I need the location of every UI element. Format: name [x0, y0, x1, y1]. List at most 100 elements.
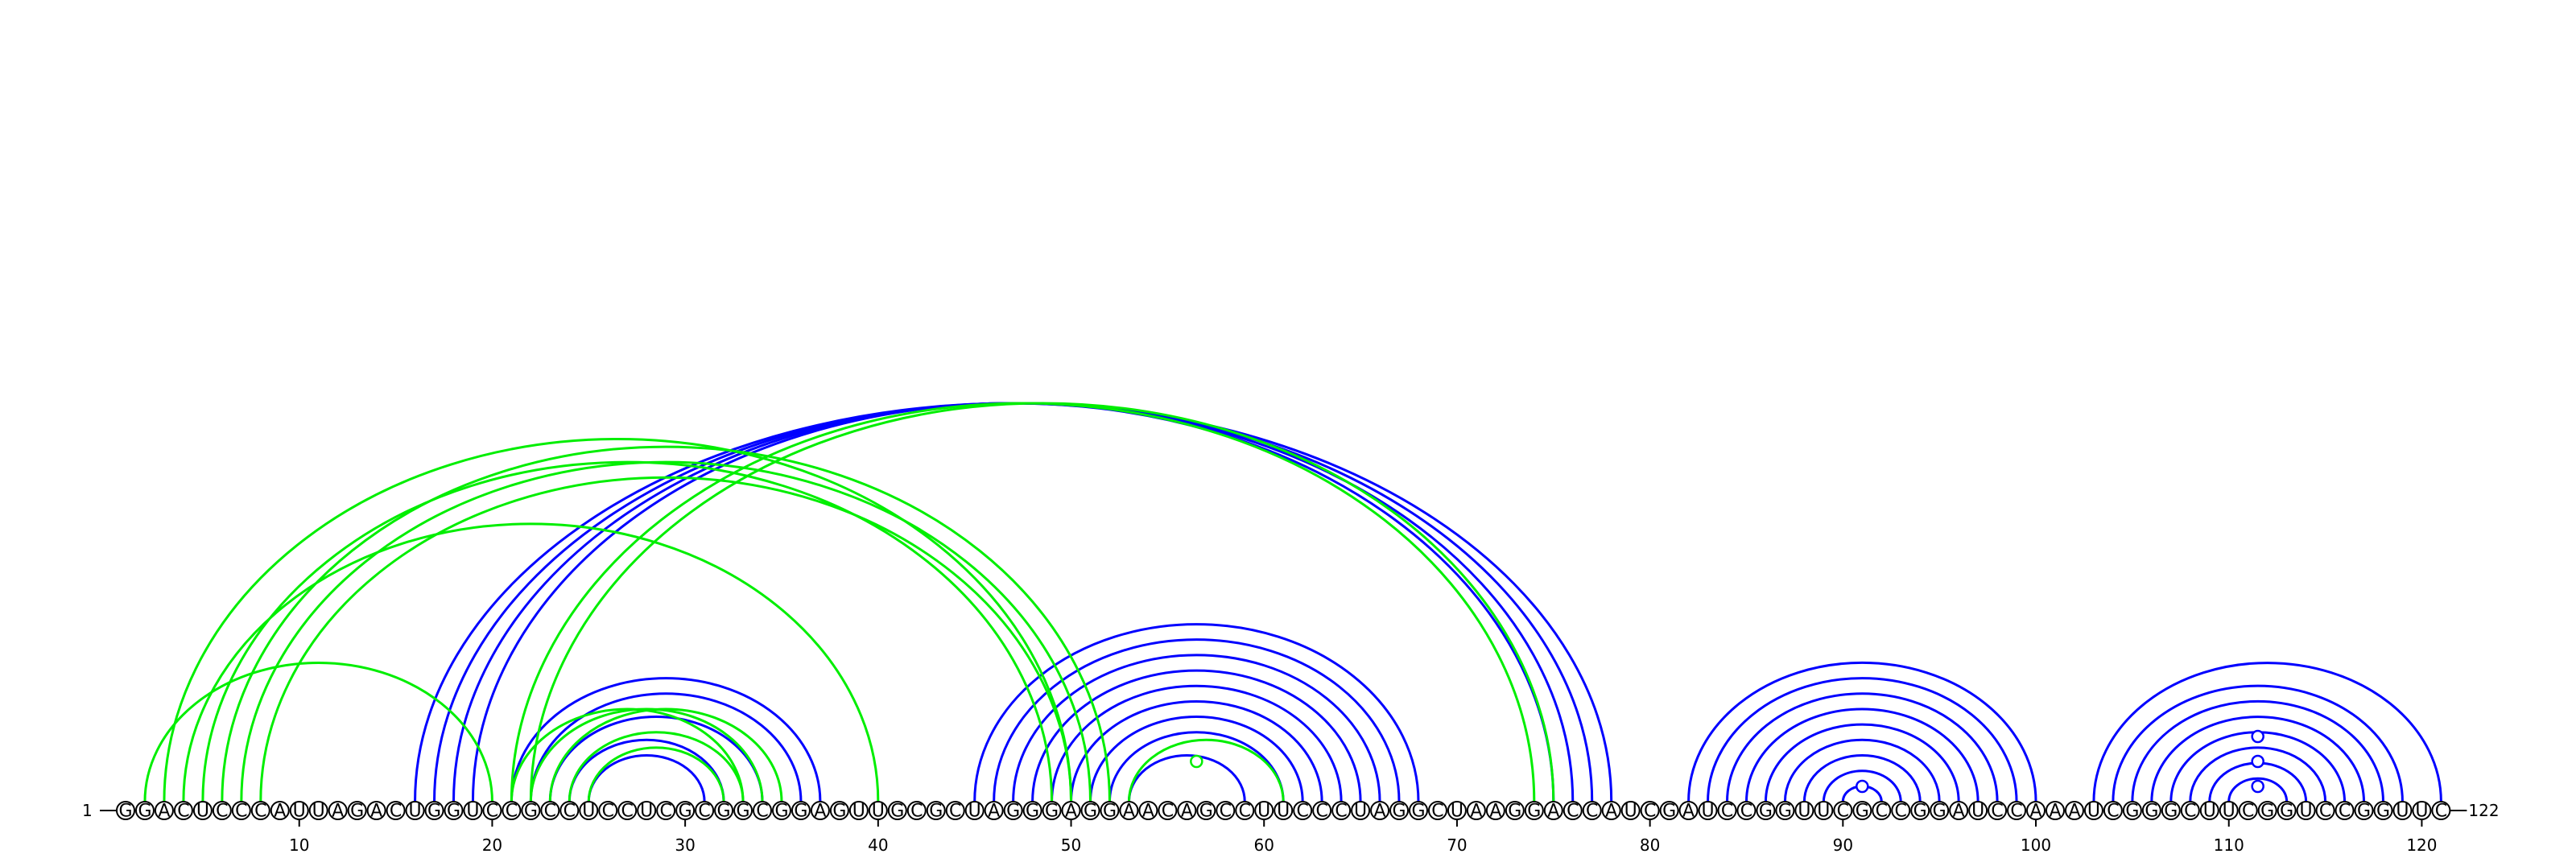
nucleotide-letter: G — [2260, 802, 2274, 822]
nucleotide-119: U — [2392, 801, 2413, 822]
nucleotide-letter: U — [1971, 802, 1984, 822]
blue-arc-84-98 — [1726, 692, 1999, 802]
nucleotide-letter: A — [332, 802, 344, 822]
nucleotide-91: G — [1852, 801, 1872, 822]
nucleotide-letter: C — [1644, 802, 1656, 822]
nucleotide-letter: G — [1045, 802, 1059, 822]
nucleotide-circle — [829, 801, 849, 820]
nucleotide-circle — [1138, 801, 1158, 820]
nucleotide-letter: U — [2223, 802, 2235, 822]
nucleotide-44: C — [945, 801, 965, 822]
nucleotide-circle — [1543, 801, 1563, 820]
blue-arc-108-115 — [2189, 746, 2327, 802]
nucleotide-circle — [2277, 801, 2297, 820]
nucleotide-21: C — [502, 801, 522, 822]
nucleotide-letter: C — [2184, 802, 2196, 822]
nucleotide-letter: U — [466, 802, 479, 822]
nucleotide-61: U — [1274, 801, 1294, 822]
nucleotide-99: C — [2007, 801, 2027, 822]
nucleotide-circle — [1003, 801, 1023, 820]
nucleotide-circle — [868, 801, 888, 820]
nucleotide-30: G — [675, 801, 696, 822]
nucleotide-34: C — [753, 801, 773, 822]
nucleotide-76: C — [1563, 801, 1583, 822]
nucleotide-40: U — [868, 801, 888, 822]
nucleotide-letter: C — [756, 802, 768, 822]
nucleotide-circle — [1312, 801, 1332, 820]
nucleotide-circle — [2199, 801, 2219, 820]
nucleotide-2: G — [134, 801, 155, 822]
nucleotide-60: U — [1254, 801, 1274, 822]
nucleotide-35: G — [771, 801, 791, 822]
blue-arc-22-36 — [529, 692, 803, 802]
blue-arc-103-121 — [2092, 661, 2442, 802]
nucleotide-letter: G — [2145, 802, 2158, 822]
nucleotide-71: A — [1466, 801, 1486, 822]
nucleotide-letter: A — [1547, 802, 1559, 822]
nucleotide-circle — [2373, 801, 2393, 820]
nucleotide-15: C — [386, 801, 406, 822]
nucleotide-circle — [1601, 801, 1621, 820]
nucleotide-19: U — [463, 801, 483, 822]
nucleotide-circle — [579, 801, 599, 820]
nucleotide-circle — [926, 801, 946, 820]
nucleotide-80: C — [1640, 801, 1660, 822]
nucleotide-letter: A — [1953, 802, 1965, 822]
nucleotide-letter: U — [872, 802, 885, 822]
nucleotide-circle — [192, 801, 213, 820]
nucleotide-letter: C — [2107, 802, 2119, 822]
nucleotide-circle — [695, 801, 715, 820]
nucleotide-11: U — [308, 801, 328, 822]
nucleotide-letter: G — [1103, 802, 1117, 822]
nucleotide-letter: C — [1220, 802, 1232, 822]
blue-arc-46-67 — [993, 638, 1401, 802]
nucleotide-41: G — [887, 801, 907, 822]
green-arc-8-50 — [259, 476, 1073, 802]
nucleotide-88: U — [1794, 801, 1814, 822]
nucleotide-letter: C — [1162, 802, 1174, 822]
nucleotide-100: A — [2026, 801, 2046, 822]
tick-label-70: 70 — [1447, 835, 1467, 855]
nucleotide-circle — [2180, 801, 2200, 820]
nucleotide-14: A — [366, 801, 386, 822]
blue-arc-21-37 — [510, 677, 822, 802]
nucleotide-circle — [1080, 801, 1100, 820]
nucleotide-56: A — [1177, 801, 1197, 822]
green-arc-6-52 — [221, 445, 1111, 802]
nucleotide-42: C — [906, 801, 927, 822]
nucleotide-46: A — [984, 801, 1004, 822]
loop-marker-2 — [2251, 779, 2264, 794]
nucleotide-circle — [559, 801, 580, 820]
nucleotide-73: G — [1505, 801, 1525, 822]
nucleotide-81: G — [1659, 801, 1679, 822]
nucleotide-letter: U — [1817, 802, 1830, 822]
nucleotide-circle — [753, 801, 773, 820]
nucleotide-95: G — [1930, 801, 1950, 822]
nucleotide-53: A — [1119, 801, 1139, 822]
tick-label-60: 60 — [1254, 835, 1274, 855]
nucleotide-113: G — [2277, 801, 2297, 822]
green-arc-25-32 — [587, 746, 725, 802]
tick-label-110: 110 — [2214, 835, 2244, 855]
green-arc-53-61 — [1127, 738, 1285, 802]
nucleotide-circle — [2007, 801, 2027, 820]
nucleotide-circle — [2257, 801, 2277, 820]
tick-label-10: 10 — [289, 835, 309, 855]
nucleotide-letter: C — [390, 802, 402, 822]
nucleotide-letter: C — [621, 802, 634, 822]
nucleotide-letter: C — [698, 802, 710, 822]
nucleotide-circle — [1427, 801, 1447, 820]
nucleotide-letter: A — [158, 802, 170, 822]
nucleotide-letter: G — [2280, 802, 2293, 822]
nucleotide-circle — [289, 801, 309, 820]
nucleotide-letter: A — [1123, 802, 1135, 822]
nucleotide-9: A — [270, 801, 290, 822]
blue-arc-51-62 — [1089, 716, 1304, 802]
nucleotide-circle — [1389, 801, 1410, 820]
nucleotide-circle — [1119, 801, 1139, 820]
nucleotide-97: U — [1968, 801, 1988, 822]
nucleotide-110: U — [2219, 801, 2239, 822]
nucleotide-letter: G — [1392, 802, 1406, 822]
nucleotide-37: A — [810, 801, 830, 822]
blue-arc-85-97 — [1744, 707, 1979, 802]
